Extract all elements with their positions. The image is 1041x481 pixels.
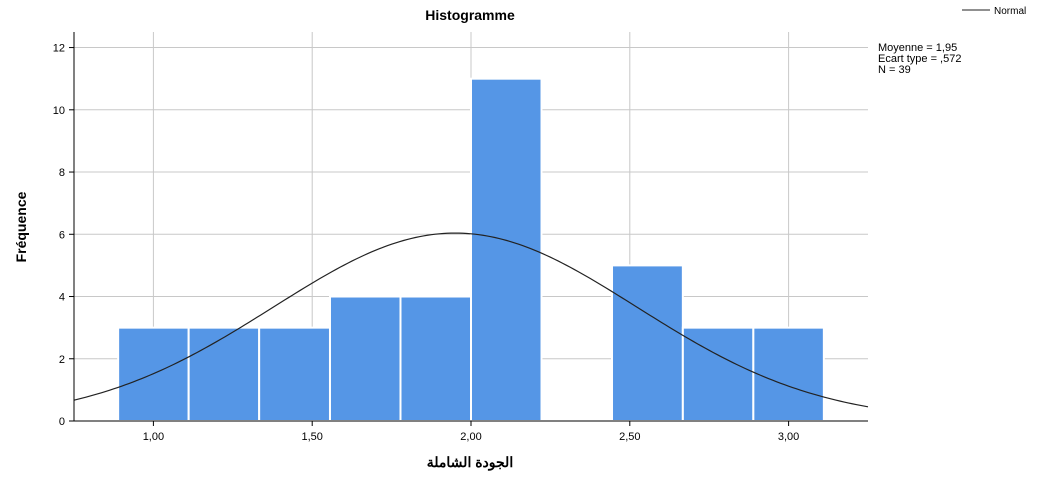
histogram-bar-2 [258,326,331,423]
x-tick-label-0: 1,00 [143,431,164,443]
chart-title: Histogramme [425,7,515,23]
y-tick-label-2: 4 [59,292,65,304]
x-tick-label-1: 1,50 [301,431,322,443]
bars [117,77,825,423]
x-axis-label: الجودة الشاملة [427,454,513,471]
stats-box: Moyenne = 1,95 Ecart type = ,572 N = 39 [878,42,961,76]
normal-curve [73,232,869,408]
y-tick-label-6: 12 [53,43,65,55]
y-tick-label-0: 0 [59,416,65,428]
stats-std: Ecart type = ,572 [878,53,961,65]
histogram-bar-3 [328,295,402,422]
y-tick-label-4: 8 [59,167,65,179]
x-tick-label-3: 2,50 [619,431,640,443]
legend-normal-label: Normal [994,6,1026,17]
x-tick-label-2: 2,00 [460,431,481,443]
axes: 0 2 4 6 8 10 12 1,00 1,50 2,00 2,50 3,00 [53,32,868,443]
histogram-bar-1 [187,326,261,423]
normal-curve-line [73,232,869,408]
histogram-bar-7 [611,264,684,422]
histogram-bar-5 [470,77,543,423]
legend: Normal [962,6,1026,17]
histogram-bar-9 [752,326,825,423]
y-tick-label-5: 10 [53,105,65,117]
y-tick-label-1: 2 [59,354,65,366]
y-axis-label: Fréquence [13,191,29,262]
histogram-bar-4 [399,295,472,422]
x-tick-label-4: 3,00 [778,431,799,443]
stats-n: N = 39 [878,64,911,76]
y-tick-label-3: 6 [59,229,65,241]
stats-mean: Moyenne = 1,95 [878,42,957,54]
